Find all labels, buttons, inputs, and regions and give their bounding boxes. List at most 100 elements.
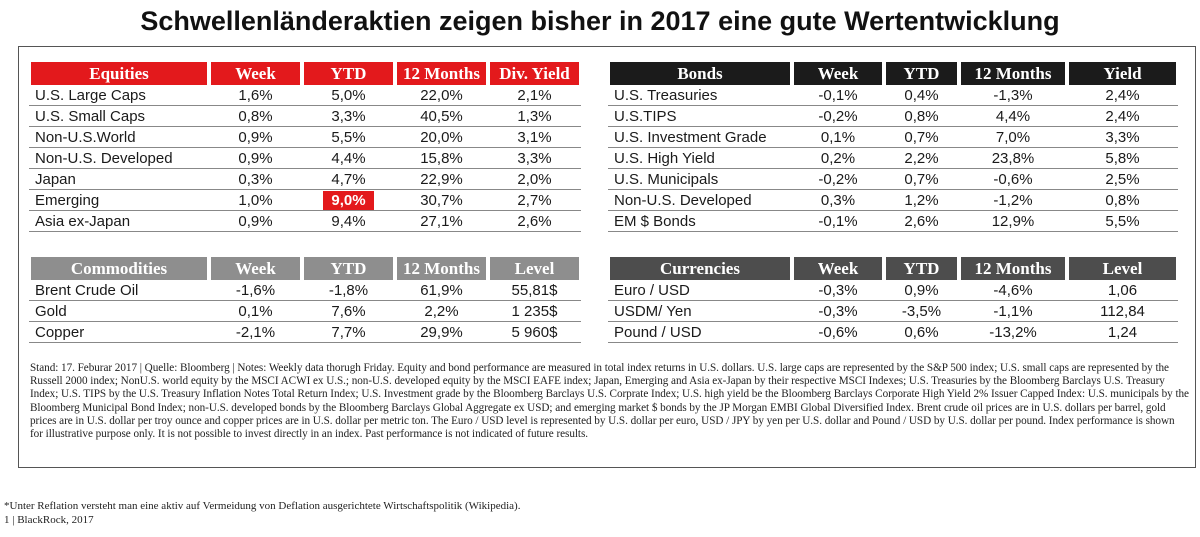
ytd-cell: 0,9% xyxy=(884,280,959,301)
week-cell: -0,3% xyxy=(792,301,884,322)
equities-table: Equities Week YTD 12 Months Div. Yield U… xyxy=(29,62,581,232)
currencies-header-row: Currencies Week YTD 12 Months Level xyxy=(608,257,1178,280)
row-label: U.S. Large Caps xyxy=(29,85,209,106)
ytd-cell: 7,7% xyxy=(302,322,395,343)
ytd-cell: -3,5% xyxy=(884,301,959,322)
week-header: Week xyxy=(209,257,302,280)
12-months-header: 12 Months xyxy=(959,62,1067,85)
row-label: Pound / USD xyxy=(608,322,792,343)
ytd-cell: 1,2% xyxy=(884,190,959,211)
week-cell: 0,8% xyxy=(209,106,302,127)
div-yield-cell: 2,1% xyxy=(488,85,581,106)
table-row: Emerging 1,0% 9,0% 30,7% 2,7% xyxy=(29,190,581,211)
level-cell: 1 235$ xyxy=(488,301,581,322)
week-cell: -0,1% xyxy=(792,85,884,106)
week-cell: -0,2% xyxy=(792,169,884,190)
level-header: Level xyxy=(1067,257,1178,280)
table-row: Brent Crude Oil -1,6% -1,8% 61,9% 55,81$ xyxy=(29,280,581,301)
ytd-header: YTD xyxy=(884,62,959,85)
div-yield-cell: 2,0% xyxy=(488,169,581,190)
week-cell: -0,2% xyxy=(792,106,884,127)
week-cell: -0,6% xyxy=(792,322,884,343)
12-months-cell: 4,4% xyxy=(959,106,1067,127)
level-cell: 1,24 xyxy=(1067,322,1178,343)
table-row: Asia ex-Japan 0,9% 9,4% 27,1% 2,6% xyxy=(29,211,581,232)
week-cell: 1,6% xyxy=(209,85,302,106)
bonds-table: Bonds Week YTD 12 Months Yield U.S. Trea… xyxy=(608,62,1178,232)
source-notes: Stand: 17. Feburar 2017 | Quelle: Bloomb… xyxy=(30,362,1189,441)
table-row: U.S. Large Caps 1,6% 5,0% 22,0% 2,1% xyxy=(29,85,581,106)
level-cell: 1,06 xyxy=(1067,280,1178,301)
row-label: Emerging xyxy=(29,190,209,211)
row-label: U.S. Investment Grade xyxy=(608,127,792,148)
12-months-header: 12 Months xyxy=(959,257,1067,280)
12-months-cell: 2,2% xyxy=(395,301,488,322)
12-months-cell: -1,2% xyxy=(959,190,1067,211)
week-header: Week xyxy=(792,257,884,280)
table-row: USDM/ Yen -0,3% -3,5% -1,1% 112,84 xyxy=(608,301,1178,322)
ytd-header: YTD xyxy=(884,257,959,280)
table-row: U.S.TIPS -0,2% 0,8% 4,4% 2,4% xyxy=(608,106,1178,127)
row-label: Brent Crude Oil xyxy=(29,280,209,301)
row-label: U.S. High Yield xyxy=(608,148,792,169)
row-label: USDM/ Yen xyxy=(608,301,792,322)
yield-cell: 2,4% xyxy=(1067,106,1178,127)
table-row: Non-U.S. Developed 0,9% 4,4% 15,8% 3,3% xyxy=(29,148,581,169)
row-label: Japan xyxy=(29,169,209,190)
div-yield-cell: 1,3% xyxy=(488,106,581,127)
week-header: Week xyxy=(209,62,302,85)
footnote-source: 1 | BlackRock, 2017 xyxy=(4,514,94,526)
yield-cell: 2,4% xyxy=(1067,85,1178,106)
week-cell: -0,1% xyxy=(792,211,884,232)
week-cell: -1,6% xyxy=(209,280,302,301)
div-yield-header: Div. Yield xyxy=(488,62,581,85)
level-header: Level xyxy=(488,257,581,280)
yield-cell: 2,5% xyxy=(1067,169,1178,190)
week-cell: 0,1% xyxy=(209,301,302,322)
row-label: Asia ex-Japan xyxy=(29,211,209,232)
ytd-cell: 2,2% xyxy=(884,148,959,169)
12-months-cell: 22,0% xyxy=(395,85,488,106)
ytd-header: YTD xyxy=(302,62,395,85)
table-row: Non-U.S. Developed 0,3% 1,2% -1,2% 0,8% xyxy=(608,190,1178,211)
table-row: Japan 0,3% 4,7% 22,9% 2,0% xyxy=(29,169,581,190)
currencies-header: Currencies xyxy=(608,257,792,280)
week-cell: 1,0% xyxy=(209,190,302,211)
equities-header: Equities xyxy=(29,62,209,85)
12-months-header: 12 Months xyxy=(395,257,488,280)
week-cell: 0,3% xyxy=(209,169,302,190)
table-row: Gold 0,1% 7,6% 2,2% 1 235$ xyxy=(29,301,581,322)
div-yield-cell: 3,1% xyxy=(488,127,581,148)
table-row: U.S. Small Caps 0,8% 3,3% 40,5% 1,3% xyxy=(29,106,581,127)
12-months-cell: 7,0% xyxy=(959,127,1067,148)
12-months-cell: 30,7% xyxy=(395,190,488,211)
12-months-cell: -4,6% xyxy=(959,280,1067,301)
table-row: Euro / USD -0,3% 0,9% -4,6% 1,06 xyxy=(608,280,1178,301)
week-cell: 0,3% xyxy=(792,190,884,211)
bonds-header-row: Bonds Week YTD 12 Months Yield xyxy=(608,62,1178,85)
row-label: Non-U.S. Developed xyxy=(29,148,209,169)
12-months-cell: 12,9% xyxy=(959,211,1067,232)
footnote-reflation: *Unter Reflation versteht man eine aktiv… xyxy=(4,500,521,512)
yield-cell: 0,8% xyxy=(1067,190,1178,211)
div-yield-cell: 2,7% xyxy=(488,190,581,211)
level-cell: 5 960$ xyxy=(488,322,581,343)
12-months-cell: 29,9% xyxy=(395,322,488,343)
ytd-cell: 0,8% xyxy=(884,106,959,127)
12-months-cell: -1,3% xyxy=(959,85,1067,106)
ytd-cell: -1,8% xyxy=(302,280,395,301)
12-months-cell: -13,2% xyxy=(959,322,1067,343)
ytd-cell: 3,3% xyxy=(302,106,395,127)
12-months-cell: 61,9% xyxy=(395,280,488,301)
table-row: U.S. Treasuries -0,1% 0,4% -1,3% 2,4% xyxy=(608,85,1178,106)
row-label: U.S.TIPS xyxy=(608,106,792,127)
div-yield-cell: 2,6% xyxy=(488,211,581,232)
12-months-cell: 23,8% xyxy=(959,148,1067,169)
ytd-cell: 7,6% xyxy=(302,301,395,322)
week-cell: -0,3% xyxy=(792,280,884,301)
12-months-cell: 20,0% xyxy=(395,127,488,148)
row-label: U.S. Municipals xyxy=(608,169,792,190)
yield-cell: 5,5% xyxy=(1067,211,1178,232)
row-label: Gold xyxy=(29,301,209,322)
table-row: Non-U.S.World 0,9% 5,5% 20,0% 3,1% xyxy=(29,127,581,148)
